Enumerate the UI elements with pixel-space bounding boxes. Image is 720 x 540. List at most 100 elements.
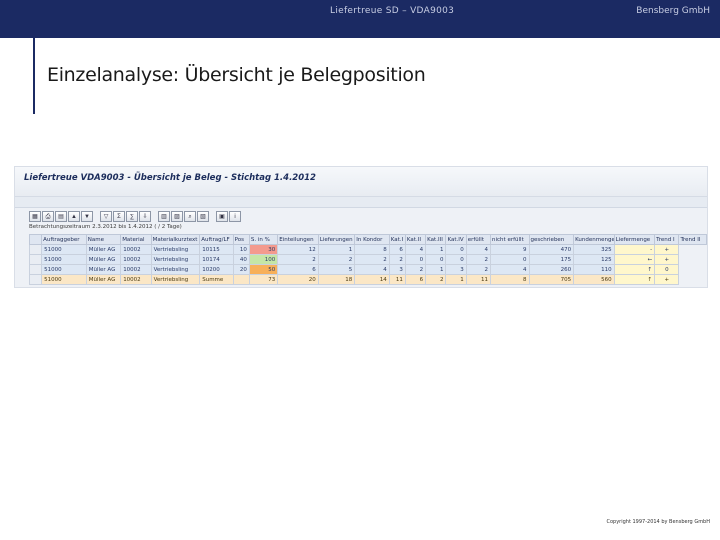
column-header[interactable]: nicht erfüllt — [490, 234, 530, 245]
header-company: Bensberg GmbH — [636, 6, 710, 16]
table-cell: 11 — [388, 274, 406, 285]
row-selector[interactable] — [28, 254, 43, 265]
slide-header-bar: Liefertreue SD – VDA9003 Bensberg GmbH — [0, 0, 720, 38]
column-header[interactable]: Kat.I — [388, 234, 406, 245]
table-cell: 12 — [277, 244, 319, 255]
table-cell: 20 — [232, 264, 250, 275]
row-selector[interactable] — [28, 274, 43, 285]
sap-report-panel: Liefertreue VDA9003 - Übersicht je Beleg… — [14, 166, 708, 288]
table-cell: 260 — [528, 264, 575, 275]
column-header[interactable]: Liefermenge — [613, 234, 656, 245]
table-cell: 560 — [573, 274, 615, 285]
column-header[interactable]: S. in % — [248, 234, 279, 245]
table-cell: 4 — [404, 244, 427, 255]
find-icon[interactable]: ⌕ — [184, 211, 196, 222]
table-cell: 10174 — [199, 254, 234, 265]
sum-icon[interactable]: Σ — [113, 211, 125, 222]
table-row[interactable]: 51000 Müller AG 10002 Vertriebsling 10174 40 1… — [28, 254, 707, 265]
percent-cell: 73 — [248, 274, 279, 285]
column-header[interactable]: erfüllt — [465, 234, 492, 245]
report-title: Liefertreue VDA9003 - Übersicht je Beleg… — [24, 173, 316, 183]
subtotal-icon[interactable]: ∑ — [126, 211, 138, 222]
table-cell: 40 — [232, 254, 250, 265]
column-header[interactable]: Material — [120, 234, 152, 245]
table-cell: 51000 — [41, 264, 87, 275]
column-header[interactable]: Kat.IV — [445, 234, 467, 245]
save-icon[interactable]: ▣ — [216, 211, 228, 222]
print-icon[interactable]: ⎙ — [42, 211, 54, 222]
table-cell: 8 — [490, 274, 530, 285]
table-cell: 6 — [404, 274, 427, 285]
trend-i-cell: - — [613, 244, 656, 255]
table-cell: 51000 — [41, 244, 87, 255]
column-header[interactable]: Einteilungen — [277, 234, 319, 245]
table-cell: 0 — [445, 254, 467, 265]
table-row[interactable]: 51000 Müller AG 10002 Vertriebsling 10115 10 3… — [28, 244, 707, 255]
export-icon[interactable]: ⇩ — [139, 211, 151, 222]
info-icon[interactable]: i — [229, 211, 241, 222]
table-cell: 10002 — [120, 254, 152, 265]
column-header[interactable]: In Kondor — [354, 234, 390, 245]
trend-ii-cell: + — [654, 274, 680, 285]
graphic-icon[interactable]: ▨ — [171, 211, 183, 222]
table-cell: 10002 — [120, 274, 152, 285]
select-all-cell[interactable] — [28, 234, 43, 245]
sort-up-icon[interactable]: ▲ — [68, 211, 80, 222]
filter-icon[interactable]: ▤ — [55, 211, 67, 222]
table-cell: Vertriebsling — [150, 244, 201, 255]
table-sum-row[interactable]: 51000 Müller AG 10002 Vertriebsling Summe 73 2… — [28, 274, 707, 285]
column-header[interactable]: Auftraggeber — [41, 234, 87, 245]
table-cell: 175 — [528, 254, 575, 265]
report-titlebar — [15, 167, 707, 197]
table-cell: 1 — [425, 244, 447, 255]
table-cell: 9 — [490, 244, 530, 255]
table-cell: 10002 — [120, 244, 152, 255]
accent-line — [33, 20, 35, 114]
column-header[interactable]: Kat.III — [425, 234, 447, 245]
column-icon[interactable]: ▧ — [197, 211, 209, 222]
percent-cell: 50 — [248, 264, 279, 275]
column-header[interactable]: Trend I — [654, 234, 680, 245]
table-cell: 14 — [354, 274, 390, 285]
table-cell: 4 — [465, 244, 492, 255]
slide-title: Einzelanalyse: Übersicht je Belegpositio… — [47, 64, 426, 86]
column-header[interactable]: Name — [85, 234, 122, 245]
column-header[interactable]: Lieferungen — [317, 234, 356, 245]
column-header[interactable]: Trend II — [678, 234, 707, 245]
table-cell: 325 — [573, 244, 615, 255]
table-cell: Müller AG — [85, 264, 122, 275]
table-cell: Vertriebsling — [150, 254, 201, 265]
table-cell: 51000 — [41, 274, 87, 285]
table-cell: Müller AG — [85, 274, 122, 285]
table-cell: 5 — [317, 264, 356, 275]
row-selector[interactable] — [28, 264, 43, 275]
footer-copyright: Copyright 1997-2014 by Bensberg GmbH — [606, 519, 710, 525]
table-cell: 1 — [317, 244, 356, 255]
table-cell: 125 — [573, 254, 615, 265]
funnel-icon[interactable]: ▽ — [100, 211, 112, 222]
table-cell: 4 — [490, 264, 530, 275]
table-row[interactable]: 51000 Müller AG 10002 Vertriebsling 10200 20 5… — [28, 264, 707, 275]
layout-icon[interactable]: ▥ — [158, 211, 170, 222]
column-header[interactable]: Kat.II — [404, 234, 427, 245]
report-band — [15, 197, 707, 208]
table-cell: 10115 — [199, 244, 234, 255]
table-cell: 2 — [465, 264, 492, 275]
column-header[interactable]: Materialkurztext — [150, 234, 201, 245]
column-header[interactable]: Pos — [232, 234, 250, 245]
table-cell: 6 — [388, 244, 406, 255]
sort-down-icon[interactable]: ▼ — [81, 211, 93, 222]
percent-cell: 30 — [248, 244, 279, 255]
table-cell: 10 — [232, 244, 250, 255]
table-cell: Summe — [199, 274, 234, 285]
select-icon[interactable]: ▦ — [29, 211, 41, 222]
column-header[interactable]: geschrieben — [528, 234, 575, 245]
table-cell: Müller AG — [85, 254, 122, 265]
column-header[interactable]: Kundenmenge — [573, 234, 615, 245]
column-header[interactable]: Auftrag/LF — [199, 234, 234, 245]
row-selector[interactable] — [28, 244, 43, 255]
table-cell: 18 — [317, 274, 356, 285]
table-cell: 0 — [404, 254, 427, 265]
table-cell: 2 — [388, 254, 406, 265]
alv-grid: Auftraggeber Name Material Materialkurztext… — [28, 234, 707, 285]
